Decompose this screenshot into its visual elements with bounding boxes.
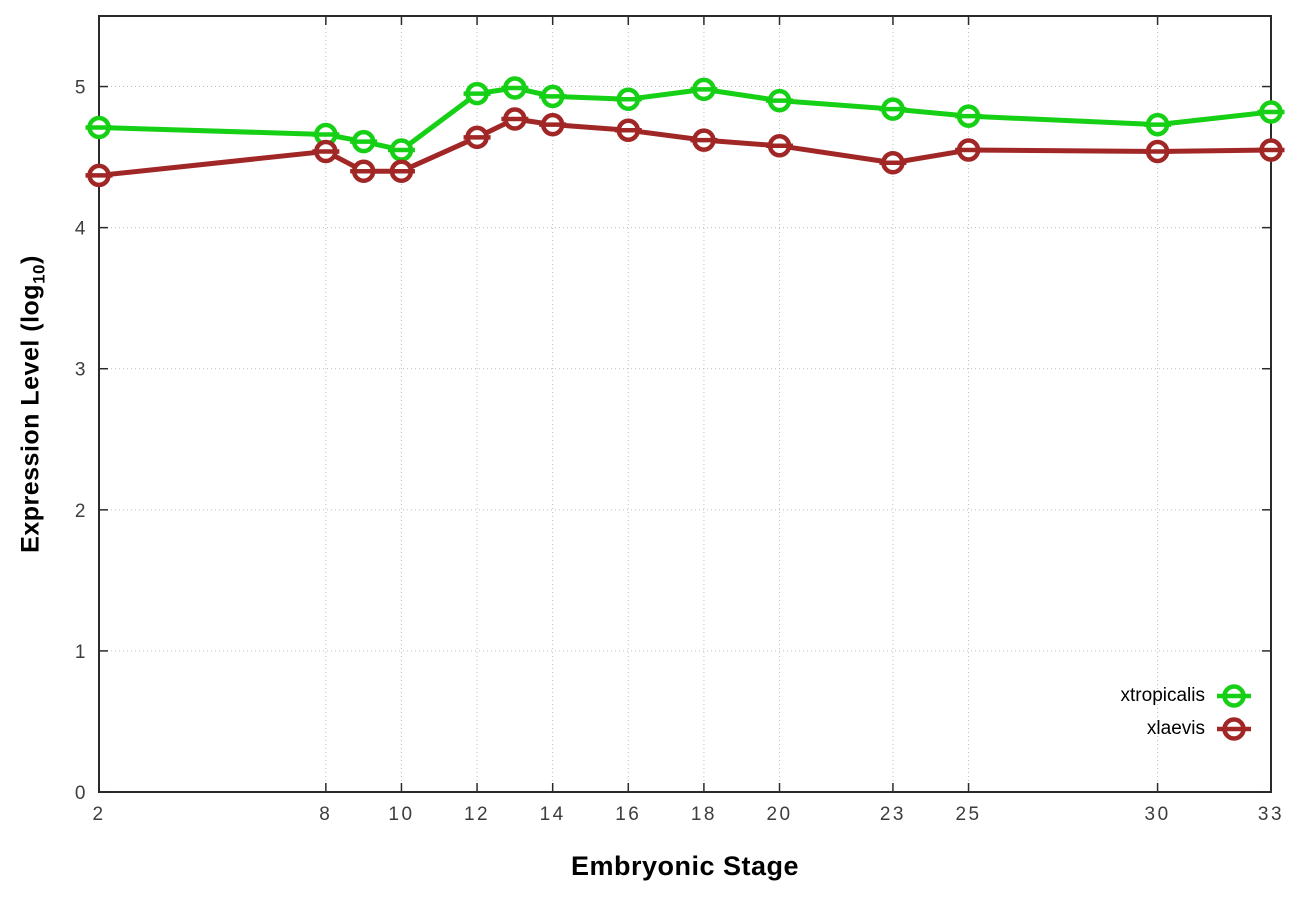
x-axis-title: Embryonic Stage <box>570 851 800 881</box>
x-tick-label: 16 <box>615 804 641 825</box>
series-xlaevis <box>85 107 1285 188</box>
y-axis-title-text: Expression Level (log <box>16 283 45 553</box>
line-marker-icon <box>1217 684 1251 708</box>
legend-item-xtropicalis: xtropicalis <box>1121 681 1254 711</box>
y-tick-label: 2 <box>75 501 88 522</box>
legend-label-xtropicalis: xtropicalis <box>1120 685 1205 706</box>
plot-border <box>98 15 1272 793</box>
x-tick-label: 20 <box>766 804 792 825</box>
x-tick-label: 23 <box>880 804 906 825</box>
series-line-xtropicalis <box>96 85 1274 153</box>
x-tick-labels: 2 8 10 12 14 16 18 20 23 25 30 33 <box>92 804 1284 825</box>
y-tick-label: 0 <box>75 783 88 804</box>
x-tick-label: 25 <box>955 804 981 825</box>
x-tick-label: 10 <box>388 804 414 825</box>
legend: xtropicalis xlaevis <box>1121 681 1254 744</box>
legend-item-xlaevis: xlaevis <box>1147 714 1254 744</box>
y-tick-label: 4 <box>75 219 88 240</box>
y-tick-label: 3 <box>75 360 88 381</box>
y-tick-labels: 0 1 2 3 4 5 <box>75 78 88 804</box>
line-marker-icon <box>1217 717 1251 741</box>
axis-ticks <box>98 16 1272 793</box>
x-tick-label: 18 <box>691 804 717 825</box>
y-tick-label: 1 <box>75 642 88 663</box>
legend-label-xlaevis: xlaevis <box>1146 718 1205 739</box>
y-tick-label: 5 <box>75 78 88 99</box>
y-axis-title-suffix: ) <box>16 255 45 264</box>
series-xtropicalis <box>85 76 1285 162</box>
gridlines <box>99 16 1271 792</box>
y-axis-title: Expression Level (log10) <box>17 255 50 553</box>
x-tick-label: 2 <box>92 804 105 825</box>
x-tick-label: 14 <box>540 804 566 825</box>
y-axis-title-subscript: 10 <box>29 263 49 284</box>
x-tick-label: 33 <box>1258 804 1284 825</box>
series-line-xlaevis <box>96 116 1274 178</box>
x-tick-label: 30 <box>1145 804 1171 825</box>
x-tick-label: 8 <box>319 804 332 825</box>
x-tick-label: 12 <box>464 804 490 825</box>
